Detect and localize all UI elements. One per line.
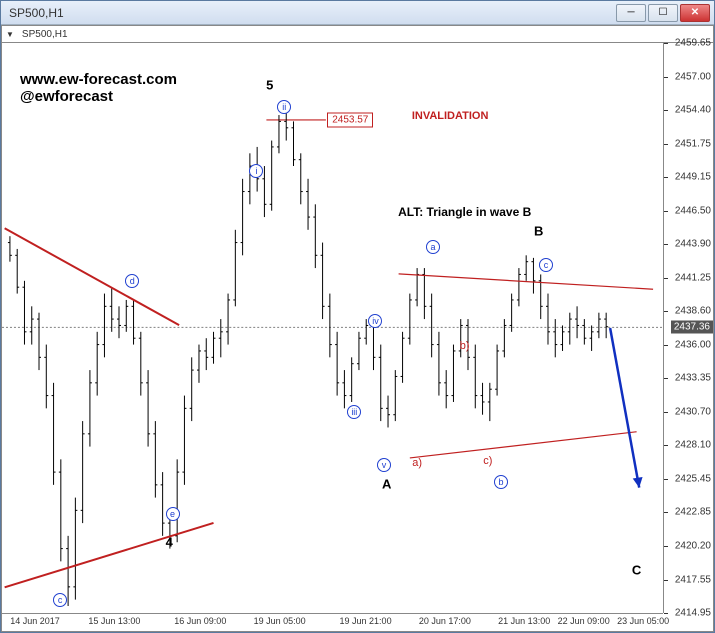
wave-label: C [632,563,641,578]
x-axis-tick: 16 Jun 09:00 [174,616,226,626]
elliott-wave-circle: b [494,475,508,489]
x-axis-tick: 14 Jun 2017 [10,616,60,626]
x-axis[interactable]: 14 Jun 2017 15 Jun 13:00 16 Jun 09:00 19 Ju… [2,613,663,631]
y-axis-tick: 2454.40 [675,104,711,115]
close-button[interactable]: ✕ [680,4,710,22]
y-axis-tick: 2436.00 [675,339,711,350]
elliott-wave-circle: v [377,458,391,472]
y-axis[interactable]: 2437.36 2459.652457.002454.402451.752449… [663,43,713,613]
y-axis-tick: 2428.10 [675,440,711,451]
subwave-label: a) [412,457,422,469]
chart-area: ▼ SP500,H1 www.ew-forecast.com @ewforeca… [1,25,714,632]
y-axis-tick: 2449.15 [675,171,711,182]
wave-label: 4 [166,535,173,550]
x-axis-tick: 19 Jun 21:00 [340,616,392,626]
x-axis-tick: 21 Jun 13:00 [498,616,550,626]
watermark: www.ew-forecast.com @ewforecast [20,71,177,105]
maximize-button[interactable]: ☐ [648,4,678,22]
chart-svg [2,43,663,613]
window-title: SP500,H1 [5,6,616,20]
y-axis-tick: 2420.20 [675,541,711,552]
x-axis-tick: 20 Jun 17:00 [419,616,471,626]
y-axis-tick: 2446.50 [675,205,711,216]
titlebar[interactable]: SP500,H1 ─ ☐ ✕ [1,1,714,25]
x-axis-tick: 23 Jun 05:00 [617,616,669,626]
elliott-wave-circle: ii [277,100,291,114]
subwave-label: b) [460,340,470,352]
chart-header: ▼ SP500,H1 [2,26,713,43]
watermark-handle: @ewforecast [20,88,177,105]
watermark-url: www.ew-forecast.com [20,71,177,88]
y-axis-tick: 2414.95 [675,608,711,619]
elliott-wave-circle: e [166,507,180,521]
wave-label: A [382,476,391,491]
subwave-label: c) [483,455,492,467]
minimize-button[interactable]: ─ [616,4,646,22]
y-axis-tick: 2430.70 [675,407,711,418]
current-price-marker: 2437.36 [671,321,713,334]
x-axis-tick: 22 Jun 09:00 [558,616,610,626]
elliott-wave-circle: a [426,240,440,254]
chart-menu-dropdown[interactable]: ▼ [2,30,18,39]
window-controls: ─ ☐ ✕ [616,4,710,22]
y-axis-tick: 2433.35 [675,373,711,384]
y-axis-tick: 2438.60 [675,306,711,317]
y-axis-tick: 2417.55 [675,574,711,585]
alt-scenario-text: ALT: Triangle in wave B [398,205,531,219]
elliott-wave-circle: c [539,258,553,272]
wave-label: 5 [266,78,273,93]
y-axis-tick: 2422.85 [675,507,711,518]
window-frame: SP500,H1 ─ ☐ ✕ ▼ SP500,H1 www.ew-forecas… [0,0,715,633]
elliott-wave-circle: iv [368,314,382,328]
invalidation-price: 2453.57 [327,112,373,127]
y-axis-tick: 2425.45 [675,474,711,485]
elliott-wave-circle: c [53,593,67,607]
plot-region[interactable]: www.ew-forecast.com @ewforecast INVALIDA… [2,43,663,613]
y-axis-tick: 2459.65 [675,38,711,49]
elliott-wave-circle: i [249,164,263,178]
elliott-wave-circle: d [125,274,139,288]
y-axis-tick: 2457.00 [675,71,711,82]
elliott-wave-circle: iii [347,405,361,419]
x-axis-tick: 15 Jun 13:00 [88,616,140,626]
invalidation-label: INVALIDATION [412,110,489,122]
y-axis-tick: 2451.75 [675,138,711,149]
y-axis-tick: 2441.25 [675,272,711,283]
y-axis-tick: 2443.90 [675,238,711,249]
x-axis-tick: 19 Jun 05:00 [254,616,306,626]
chart-symbol: SP500,H1 [18,29,68,40]
wave-label: B [534,223,543,238]
